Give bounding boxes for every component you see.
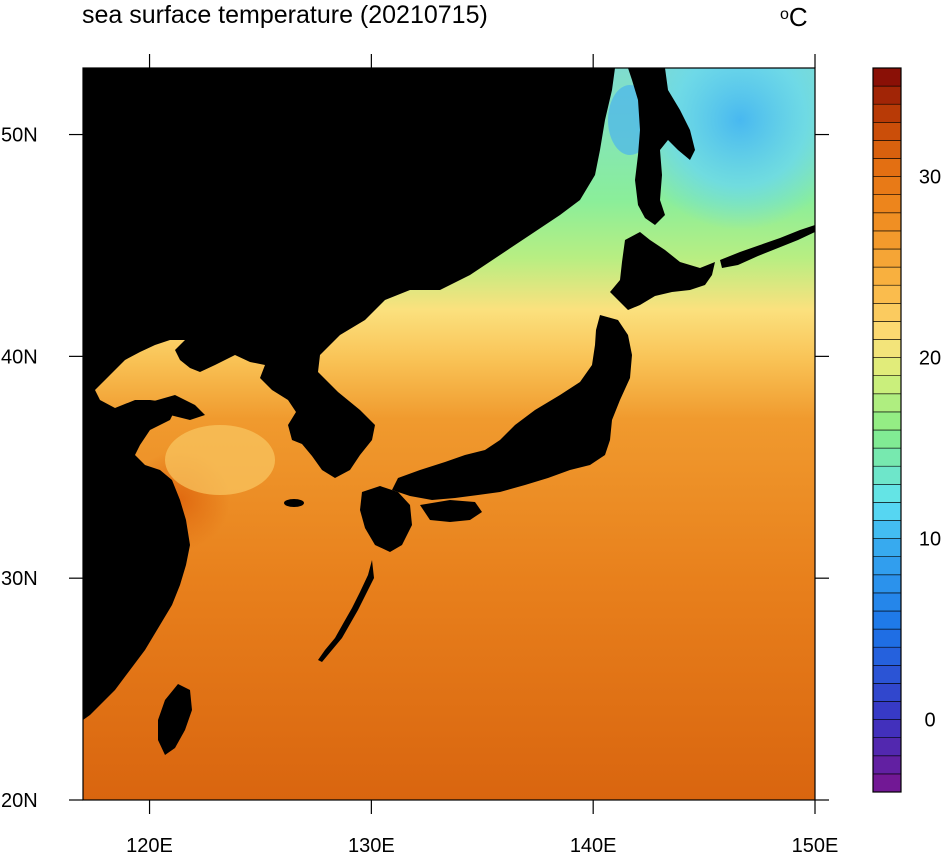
land-shandong — [140, 395, 205, 420]
y-tick-label-30N: 30N — [1, 568, 38, 590]
colorbar-segment — [872, 574, 902, 594]
colorbar-segment — [872, 158, 902, 177]
colorbar-segment — [872, 230, 902, 250]
colorbar-segment — [872, 610, 902, 630]
land-shikoku — [420, 500, 482, 522]
colorbar-segment — [872, 140, 902, 159]
colorbar-segment — [872, 664, 902, 684]
sst-yellow-sea-cool — [165, 425, 275, 495]
colorbar-segment — [872, 683, 902, 702]
y-tick-label-20N: 20N — [1, 790, 38, 812]
degree-symbol: o — [780, 6, 789, 23]
x-axis: 120E 130E 140E 150E — [126, 54, 838, 857]
y-tick-label-40N: 40N — [1, 346, 38, 368]
land-kuril-islands — [720, 225, 815, 268]
colorbar-segment — [872, 411, 902, 431]
colorbar-segment — [872, 719, 902, 738]
unit-label: oC — [780, 2, 808, 32]
map-area — [83, 68, 815, 800]
colorbar-label-30: 30 — [919, 167, 941, 189]
colorbar-label-10: 10 — [919, 529, 941, 551]
colorbar-segment — [872, 103, 902, 123]
map-frame — [82, 67, 816, 801]
colorbar-segment — [872, 284, 902, 304]
land-sakhalin — [628, 68, 695, 225]
colorbar-segment — [872, 266, 902, 286]
colorbar-segment — [872, 212, 902, 232]
colorbar-segment — [872, 773, 902, 793]
colorbar-segment — [872, 357, 902, 377]
colorbar-segment — [872, 592, 902, 612]
unit-letter: C — [788, 2, 808, 32]
y-tick-label-50N: 50N — [1, 125, 38, 147]
colorbar-segment — [872, 67, 902, 87]
colorbar-segment — [872, 302, 902, 322]
colorbar-segment — [872, 429, 902, 449]
y-axis: 20N 30N 40N 50N — [1, 125, 829, 812]
x-tick-label-130E: 130E — [348, 835, 395, 857]
land-taiwan — [158, 684, 192, 755]
land-jeju — [284, 499, 304, 507]
x-tick-label-140E: 140E — [570, 835, 617, 857]
colorbar-segment — [872, 701, 902, 720]
colorbar-segment — [872, 122, 902, 141]
colorbar-label-0: 0 — [924, 710, 935, 732]
colorbar-segment — [872, 556, 902, 576]
colorbar-segment — [872, 502, 902, 521]
colorbar-segment — [872, 85, 902, 105]
colorbar-segment — [872, 755, 902, 775]
colorbar-segment — [872, 465, 902, 485]
colorbar-segment — [872, 520, 902, 539]
colorbar-frame — [872, 67, 902, 793]
colorbar-segment — [872, 737, 902, 757]
colorbar-segment — [872, 375, 902, 395]
colorbar-segment — [872, 628, 902, 648]
land-hokkaido — [610, 232, 715, 310]
land-honshu — [392, 315, 632, 500]
colorbar-segment — [872, 248, 902, 268]
colorbar-segment — [872, 393, 902, 413]
colorbar-label-20: 20 — [919, 348, 941, 370]
land-kyushu — [360, 486, 412, 552]
colorbar-segment — [872, 646, 902, 666]
colorbar-segment — [872, 339, 902, 358]
land-asia-continent — [83, 68, 615, 720]
colorbar-segment — [872, 321, 902, 340]
colorbar-segment — [872, 538, 902, 557]
colorbar-segment — [872, 483, 902, 503]
colorbar-segment — [872, 447, 902, 467]
x-tick-label-120E: 120E — [126, 835, 173, 857]
colorbar-segment — [872, 176, 902, 196]
colorbar: 0 10 20 30 — [872, 67, 941, 793]
x-tick-label-150E: 150E — [792, 835, 839, 857]
chart-title: sea surface temperature (20210715) — [82, 1, 488, 29]
colorbar-segment — [872, 194, 902, 214]
